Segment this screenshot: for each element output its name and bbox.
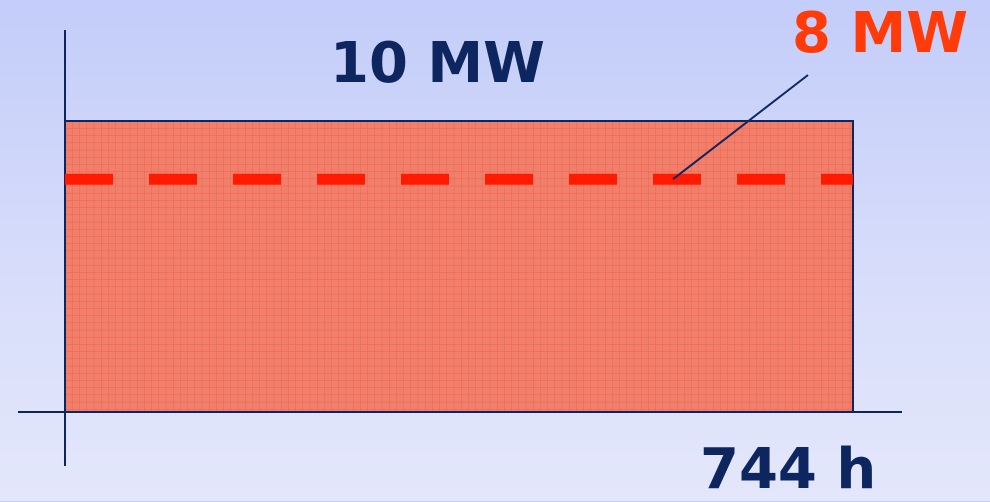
energy-area-outline <box>64 120 854 413</box>
installed-power-label: 10 MW <box>330 31 545 96</box>
average-power-label: 8 MW <box>792 1 968 66</box>
period-hours-label: 744 h <box>700 437 877 502</box>
average-power-leader-line <box>672 74 809 180</box>
energy-area-grid <box>65 121 853 412</box>
